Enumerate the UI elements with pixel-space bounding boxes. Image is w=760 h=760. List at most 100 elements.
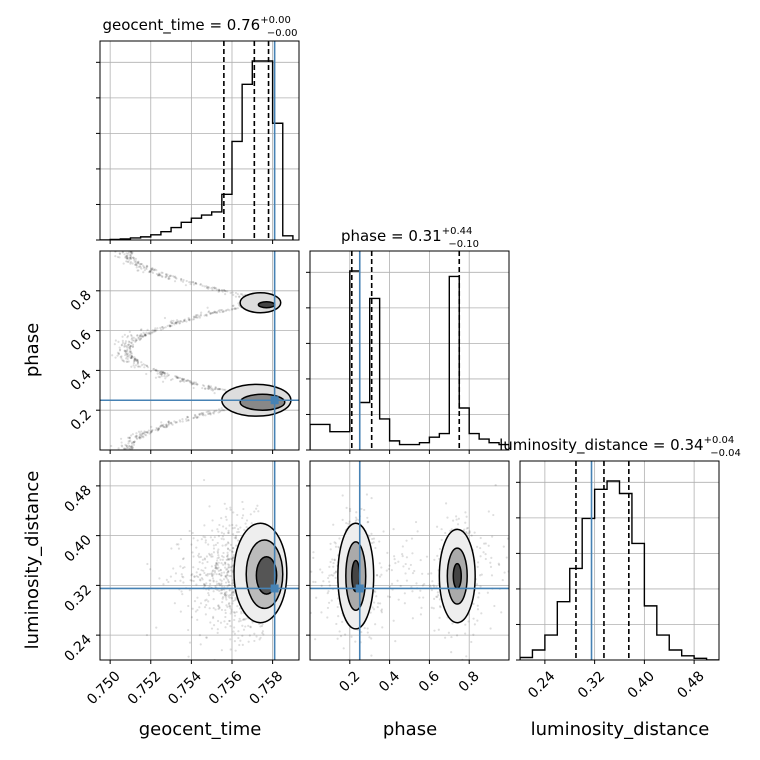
scatter-point [129, 350, 132, 353]
scatter-point [220, 571, 223, 575]
scatter-point [337, 545, 340, 548]
scatter-point [202, 478, 206, 482]
scatter-point [185, 419, 188, 423]
scatter-point [162, 370, 165, 374]
scatter-point [444, 531, 447, 535]
scatter-point [188, 529, 191, 533]
scatter-point [348, 520, 351, 523]
scatter-point [204, 541, 207, 544]
scatter-point [419, 589, 422, 592]
scatter-point [222, 563, 225, 566]
scatter-point [127, 436, 130, 439]
scatter-point [427, 572, 430, 575]
scatter-point [171, 377, 174, 381]
scatter-point [138, 338, 141, 341]
scatter-point [483, 542, 486, 545]
scatter-point [140, 262, 143, 266]
scatter-point [136, 260, 140, 264]
scatter-point [216, 550, 219, 553]
scatter-point [179, 380, 182, 383]
scatter-point [227, 570, 230, 573]
scatter-point [133, 356, 136, 359]
scatter-point [135, 359, 138, 362]
scatter-point [446, 516, 449, 519]
scatter-point [232, 511, 235, 514]
scatter-point [236, 513, 239, 517]
scatter-point [187, 655, 190, 658]
scatter-point [232, 304, 235, 307]
scatter-point [124, 443, 127, 447]
scatter-point [158, 577, 161, 580]
scatter-point [380, 608, 384, 611]
scatter-point [113, 343, 116, 346]
scatter-point [388, 564, 391, 567]
scatter-point [123, 342, 126, 346]
scatter-point [334, 542, 337, 545]
scatter-point [388, 595, 392, 599]
scatter-point [140, 334, 143, 337]
scatter-point [143, 333, 147, 336]
scatter-point [198, 413, 201, 416]
scatter-point [247, 640, 250, 643]
scatter-point [211, 529, 214, 532]
scatter-point [151, 329, 154, 332]
scatter-point [486, 591, 489, 594]
scatter-point [170, 421, 173, 424]
scatter-point [190, 543, 193, 546]
scatter-point [136, 361, 140, 365]
scatter-point [422, 596, 425, 599]
scatter-point [138, 262, 141, 265]
scatter-point [223, 388, 226, 391]
scatter-point [177, 376, 180, 380]
scatter-point [123, 344, 126, 347]
scatter-point [165, 273, 168, 276]
scatter-point [392, 528, 395, 531]
scatter-point [144, 363, 147, 367]
scatter-point [319, 568, 322, 571]
scatter-point [218, 582, 221, 585]
scatter-point [190, 579, 193, 582]
scatter-point [170, 422, 173, 425]
scatter-point [198, 556, 201, 559]
scatter-point [354, 640, 357, 643]
scatter-point [222, 556, 225, 559]
scatter-point [173, 420, 176, 423]
scatter-point [150, 430, 153, 433]
scatter-point [124, 256, 127, 259]
scatter-point [413, 569, 416, 573]
scatter-point [150, 332, 153, 335]
scatter-point [219, 589, 223, 592]
scatter-point [164, 326, 167, 329]
scatter-point [141, 335, 145, 338]
scatter-point [331, 558, 334, 561]
scatter-point [197, 575, 200, 579]
scatter-point [226, 574, 229, 577]
scatter-point [129, 446, 133, 449]
scatter-point [198, 578, 202, 581]
scatter-point [212, 598, 215, 601]
scatter-point [133, 359, 136, 362]
scatter-point [169, 421, 172, 425]
scatter-point [128, 258, 131, 261]
scatter-point [212, 551, 216, 554]
scatter-point [139, 328, 143, 332]
scatter-point [129, 256, 132, 260]
scatter-point [229, 543, 233, 546]
scatter-point [206, 412, 210, 415]
scatter-point [245, 519, 249, 522]
histogram-geocent-time [100, 41, 294, 240]
scatter-point [506, 537, 509, 540]
scatter-point [146, 431, 149, 434]
scatter-point [374, 590, 377, 593]
scatter-point [124, 357, 128, 360]
scatter-point [339, 635, 343, 638]
scatter-point [152, 368, 155, 371]
scatter-point [194, 414, 197, 417]
scatter-point [221, 555, 224, 558]
scatter-point [487, 544, 490, 547]
scatter-point [152, 331, 155, 334]
scatter-point [128, 256, 131, 259]
scatter-point [200, 569, 203, 572]
scatter-point [463, 528, 466, 531]
scatter-point [217, 288, 220, 291]
